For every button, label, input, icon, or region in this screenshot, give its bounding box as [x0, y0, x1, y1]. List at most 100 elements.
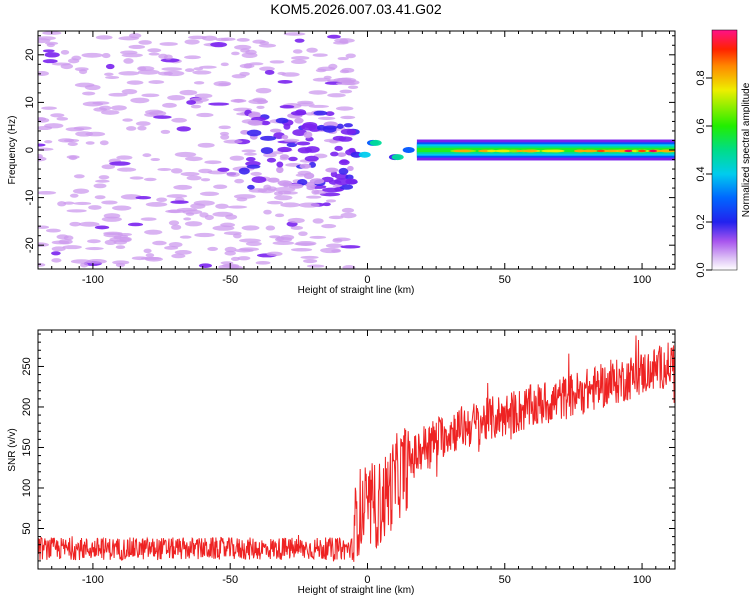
heatmap-cell — [174, 250, 192, 255]
heatmap-cell — [286, 142, 298, 148]
heatmap-cell — [283, 138, 300, 143]
heatmap-cell — [88, 205, 102, 210]
heatmap-cell — [150, 157, 161, 162]
heatmap-cell — [308, 104, 330, 108]
heatmap-cell — [296, 141, 311, 146]
heatmap-cell — [297, 179, 308, 186]
heatmap-cell — [343, 123, 353, 128]
heatmap-cell — [100, 110, 120, 115]
heatmap-cell — [231, 74, 247, 79]
heatmap-cell — [184, 55, 201, 60]
snr-frame — [37, 329, 676, 570]
heatmap-cell — [199, 212, 209, 218]
heatmap-cell — [226, 172, 240, 178]
heatmap-cell — [342, 265, 356, 269]
heatmap-cell — [45, 228, 61, 233]
heatmap-cell — [325, 199, 337, 203]
heatmap-cell — [111, 205, 132, 211]
heatmap-ytick-label: -10 — [24, 190, 36, 206]
heatmap-cell — [157, 167, 172, 172]
heatmap-cell — [330, 151, 339, 157]
heatmap-cell — [274, 213, 285, 218]
heatmap-cell — [306, 264, 325, 268]
heatmap-cell — [179, 89, 198, 96]
heatmap-cell — [126, 126, 137, 131]
heatmap-cell — [84, 84, 101, 91]
heatmap-cell — [67, 58, 80, 64]
heatmap-cells — [38, 31, 675, 269]
heatmap-cell — [280, 202, 301, 208]
heatmap-cell — [108, 92, 128, 97]
heatmap-cell — [56, 234, 69, 240]
heatmap-cell — [198, 263, 212, 268]
heatmap-cell — [219, 131, 230, 136]
heatmap-cell — [323, 125, 338, 130]
heatmap-cell — [328, 215, 344, 220]
heatmap-cell — [292, 49, 303, 54]
heatmap-cell — [152, 240, 167, 246]
heatmap-cell — [258, 43, 277, 48]
heatmap-cell — [137, 125, 147, 131]
heatmap-cell — [248, 188, 268, 193]
heatmap-cell — [185, 156, 203, 162]
heatmap-cell — [298, 202, 320, 208]
heatmap-cell — [42, 49, 55, 53]
heatmap-cell — [128, 44, 146, 49]
heatmap-cell — [309, 235, 327, 239]
heatmap-cell — [38, 143, 46, 147]
heatmap-cell — [130, 97, 150, 104]
heatmap-xtick-label: 0 — [364, 274, 370, 286]
heatmap-cell — [113, 239, 128, 245]
heatmap-cell — [41, 106, 57, 110]
heatmap-cell — [275, 117, 289, 124]
heatmap-cell — [82, 91, 96, 96]
heatmap-cell — [118, 71, 140, 76]
heatmap-cell — [303, 131, 313, 139]
heatmap-cell — [292, 129, 307, 137]
colorbar-tick-label: 0.8 — [695, 70, 707, 85]
heatmap-cell — [231, 265, 243, 269]
heatmap-cell — [94, 225, 110, 230]
heatmap-cell — [338, 136, 353, 142]
heatmap-cell — [269, 60, 285, 64]
heatmap-cell — [239, 63, 255, 69]
heatmap-cell — [264, 69, 275, 75]
heatmap-cell — [68, 155, 78, 161]
heatmap-cell — [74, 67, 89, 72]
heatmap-cell — [345, 53, 356, 59]
heatmap-cell — [266, 251, 283, 257]
heatmap-cell — [137, 66, 147, 71]
heatmap-cell — [144, 229, 163, 235]
heatmap-cell — [224, 250, 236, 256]
heatmap-cell — [251, 176, 267, 184]
heatmap-cell — [241, 149, 256, 153]
heatmap-cell — [220, 37, 236, 41]
snr-xtick-label: 0 — [364, 574, 370, 586]
heatmap-cell — [176, 126, 191, 132]
heatmap-cell — [42, 59, 58, 64]
heatmap-cell — [596, 149, 605, 153]
colorbar-gradient — [711, 29, 738, 271]
heatmap-cell — [304, 155, 319, 162]
heatmap-cell — [127, 222, 144, 227]
snr-ytick-label: 50 — [21, 522, 33, 534]
heatmap-cell — [306, 185, 315, 191]
heatmap-cell — [129, 176, 144, 180]
heatmap-cell — [255, 87, 272, 94]
heatmap-cell — [121, 88, 138, 95]
heatmap-cell — [171, 253, 186, 259]
heatmap-cell — [148, 80, 165, 84]
heatmap-cell — [73, 126, 92, 131]
heatmap-cell — [69, 193, 79, 198]
heatmap-cell — [38, 242, 49, 247]
heatmap-cell — [148, 52, 160, 56]
heatmap-cell — [276, 161, 284, 168]
heatmap-cell — [328, 63, 338, 70]
heatmap-cell — [179, 235, 192, 239]
heatmap-cell — [332, 238, 343, 243]
heatmap-cell — [231, 51, 240, 56]
heatmap-cell — [66, 209, 87, 213]
heatmap-cell — [123, 58, 134, 64]
heatmap-cell — [171, 224, 182, 230]
heatmap-cell — [72, 188, 90, 194]
